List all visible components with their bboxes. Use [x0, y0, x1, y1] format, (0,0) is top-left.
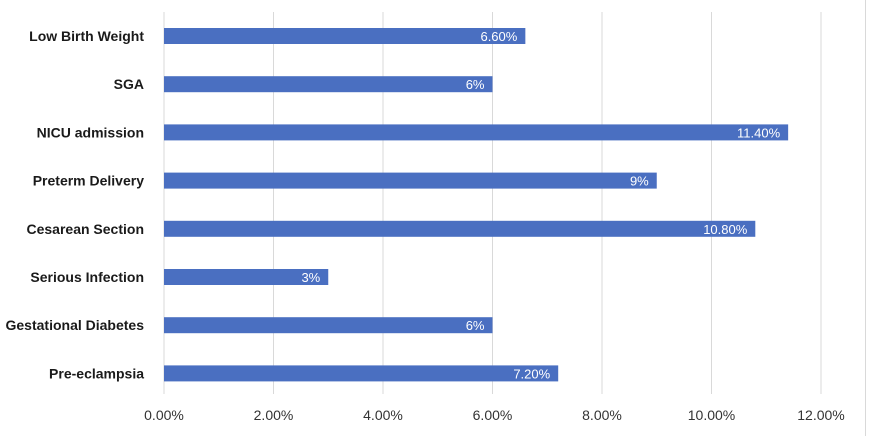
category-label: Low Birth Weight [29, 28, 144, 44]
x-tick-label: 10.00% [688, 407, 735, 423]
x-tick-label: 6.00% [473, 407, 513, 423]
category-label: NICU admission [37, 124, 144, 140]
data-label: 11.40% [737, 125, 781, 140]
category-label: Pre-eclampsia [49, 365, 144, 381]
gridlines [163, 12, 822, 394]
data-label: 6.60% [480, 29, 517, 44]
category-label: SGA [114, 76, 144, 92]
data-label: 7.20% [513, 366, 550, 381]
data-label: 9% [630, 174, 649, 189]
bar [164, 365, 559, 382]
data-label: 6% [466, 318, 485, 333]
bar [164, 172, 657, 189]
x-tick-label: 12.00% [797, 407, 844, 423]
data-label: 6% [466, 77, 485, 92]
chart-border [865, 0, 866, 436]
category-labels: Low Birth Weight SGA NICU admission Preterm… [6, 28, 145, 381]
x-tick-label: 0.00% [144, 407, 184, 423]
bar [164, 220, 756, 237]
x-tick-label: 2.00% [254, 407, 294, 423]
data-label: 3% [301, 270, 320, 285]
category-label: Gestational Diabetes [6, 317, 145, 333]
x-tick-label: 8.00% [582, 407, 622, 423]
category-label: Preterm Delivery [33, 173, 145, 189]
category-label: Cesarean Section [27, 221, 145, 237]
data-label: 10.80% [703, 222, 748, 237]
x-tick-label: 4.00% [363, 407, 403, 423]
x-tick-labels: 0.00% 2.00% 4.00% 6.00% 8.00% 10.00% 12.00% [144, 407, 845, 423]
bars: 6.60% 6% 11.40% 9% 10.80% 3% 6% 7.20% [164, 28, 789, 382]
bar [164, 317, 493, 334]
bar [164, 76, 493, 93]
bar [164, 269, 329, 285]
category-label: Serious Infection [30, 269, 144, 285]
bar [164, 28, 526, 44]
bar [164, 124, 789, 141]
